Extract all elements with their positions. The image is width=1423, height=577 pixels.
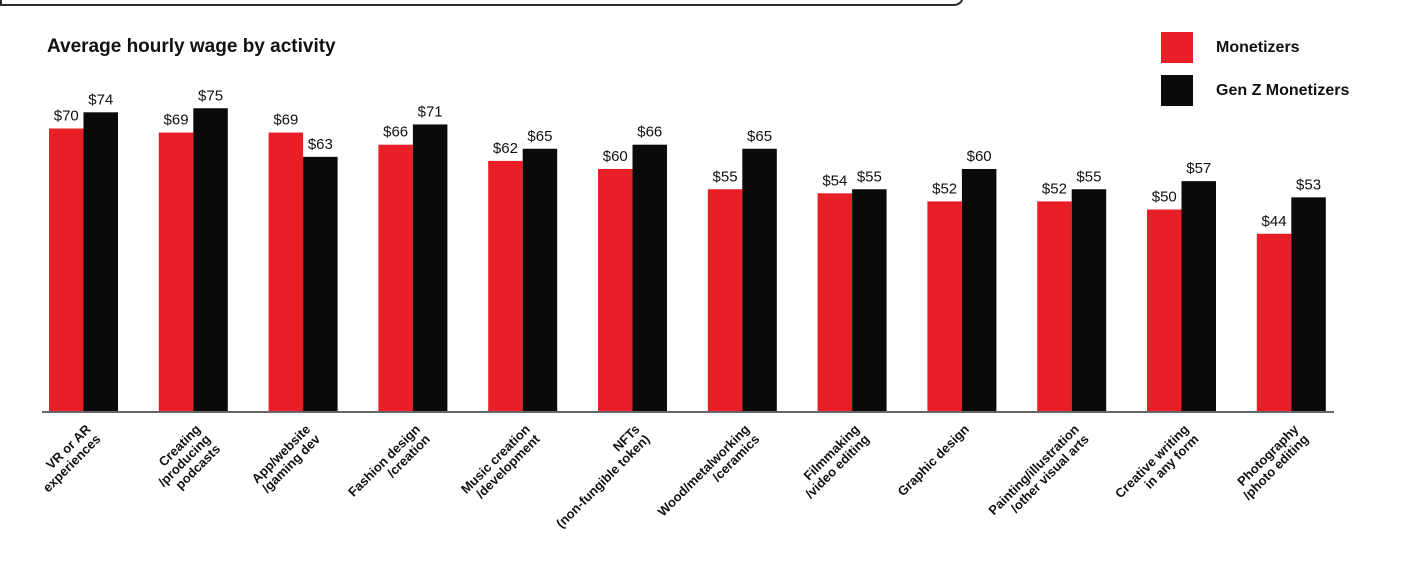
bar-gen-z-monetizers — [742, 148, 777, 412]
bar-monetizers — [1147, 209, 1182, 412]
category-label: Graphic design — [894, 421, 972, 499]
data-label-monetizers: $66 — [383, 124, 408, 141]
data-label-gen-z-monetizers: $60 — [967, 148, 992, 165]
bar-monetizers — [1037, 201, 1072, 412]
bar-gen-z-monetizers — [412, 124, 448, 412]
data-label-gen-z-monetizers: $53 — [1296, 176, 1321, 193]
category-label: Creative writingin any form — [1112, 421, 1202, 511]
bar-gen-z-monetizers — [1071, 189, 1107, 412]
bar-gen-z-monetizers — [193, 108, 228, 412]
bar-monetizers — [158, 132, 194, 413]
bar-monetizers — [488, 160, 523, 412]
bar-monetizers — [707, 189, 743, 412]
data-label-monetizers: $54 — [822, 172, 847, 189]
category-label: Fashion design/creation — [345, 421, 433, 509]
data-label-gen-z-monetizers: $74 — [88, 91, 113, 108]
category-label: Creating/producingpodcasts — [145, 421, 223, 499]
data-label-gen-z-monetizers: $55 — [1076, 168, 1101, 185]
bar-gen-z-monetizers — [303, 156, 338, 412]
bar-monetizers — [49, 128, 84, 412]
data-label-monetizers: $44 — [1262, 213, 1287, 230]
data-label-gen-z-monetizers: $75 — [198, 87, 223, 104]
data-label-gen-z-monetizers: $66 — [637, 124, 662, 141]
data-label-monetizers: $55 — [713, 168, 738, 185]
category-label: NFTs(non-fungible token) — [543, 422, 652, 531]
data-label-gen-z-monetizers: $65 — [747, 128, 772, 145]
legend-item-monetizers: Monetizers — [1161, 32, 1349, 63]
legend-label-gen-z-monetizers: Gen Z Monetizers — [1216, 81, 1350, 99]
bar-monetizers — [927, 201, 962, 412]
category-label: Photography/photo editing — [1230, 421, 1312, 503]
data-label-monetizers: $70 — [54, 108, 79, 125]
legend: Monetizers Gen Z Monetizers — [1161, 32, 1349, 118]
legend-item-gen-z-monetizers: Gen Z Monetizers — [1161, 75, 1349, 106]
data-label-gen-z-monetizers: $63 — [308, 136, 333, 153]
legend-swatch-gen-z-monetizers — [1161, 75, 1193, 106]
bar-gen-z-monetizers — [632, 144, 667, 412]
bar-gen-z-monetizers — [1291, 197, 1326, 412]
bar-gen-z-monetizers — [1181, 181, 1216, 412]
bar-gen-z-monetizers — [961, 169, 997, 412]
data-label-monetizers: $69 — [273, 112, 298, 129]
data-label-gen-z-monetizers: $71 — [418, 103, 443, 120]
legend-label-monetizers: Monetizers — [1216, 38, 1300, 56]
bar-gen-z-monetizers — [852, 189, 887, 412]
category-label: VR or ARexperiences — [30, 421, 104, 495]
bar-monetizers — [268, 132, 304, 413]
category-label: Painting/illustration/other visual arts — [985, 421, 1091, 527]
data-label-monetizers: $50 — [1152, 189, 1177, 206]
chart-title: Average hourly wage by activity — [47, 36, 336, 57]
data-label-gen-z-monetizers: $55 — [857, 168, 882, 185]
category-label: Wood/metalworking/ceramics — [655, 421, 763, 529]
bar-gen-z-monetizers — [83, 112, 118, 413]
data-label-gen-z-monetizers: $57 — [1186, 160, 1211, 177]
bar-gen-z-monetizers — [522, 148, 558, 412]
data-label-monetizers: $52 — [932, 180, 957, 197]
category-label: Music creation/development — [458, 421, 543, 506]
bar-monetizers — [817, 193, 853, 412]
bar-monetizers — [1256, 233, 1292, 412]
data-label-monetizers: $52 — [1042, 180, 1067, 197]
data-label-monetizers: $69 — [164, 112, 189, 129]
bar-monetizers — [598, 169, 633, 412]
data-label-monetizers: $62 — [493, 140, 518, 157]
category-label: Filmmaking/video editing — [792, 421, 872, 501]
data-label-monetizers: $60 — [603, 148, 628, 165]
legend-swatch-monetizers — [1161, 32, 1193, 63]
bar-monetizers — [378, 144, 413, 412]
category-label: App/website/gaming dev — [248, 421, 323, 496]
data-label-gen-z-monetizers: $65 — [527, 128, 552, 145]
